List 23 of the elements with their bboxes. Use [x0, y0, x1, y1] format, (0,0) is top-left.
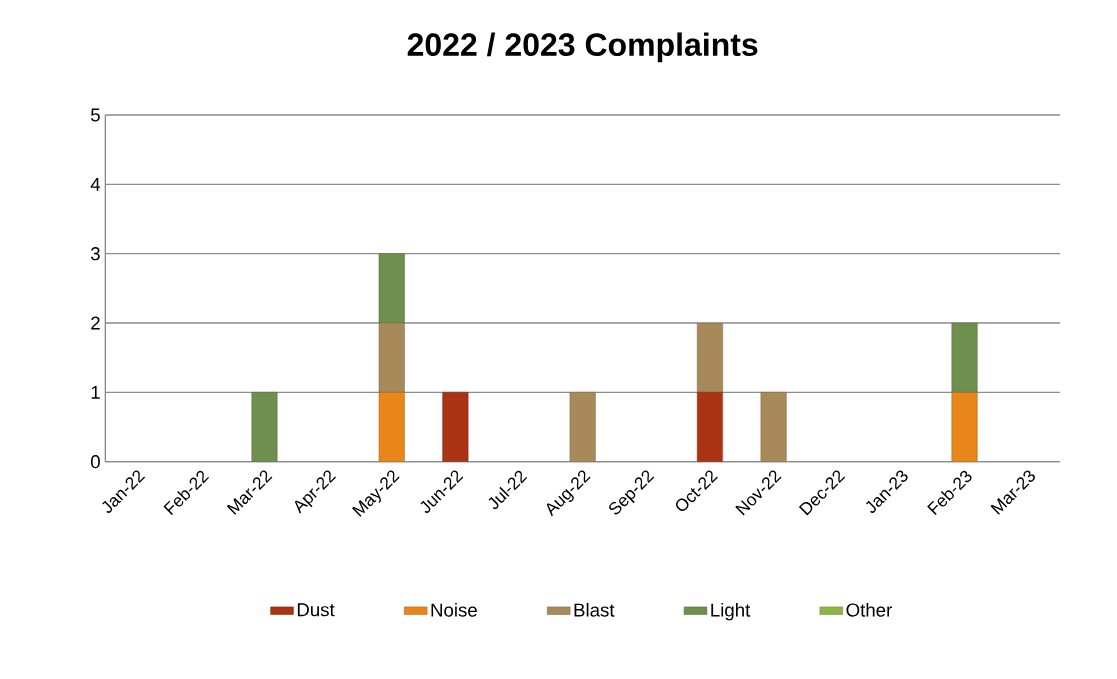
- bar: [378, 253, 405, 324]
- bar: [569, 392, 596, 462]
- legend-label: Blast: [574, 602, 615, 617]
- bar: [951, 322, 978, 393]
- y-tick-label: 0: [90, 455, 100, 469]
- bar: [696, 322, 723, 393]
- y-tick-label: 1: [91, 385, 100, 399]
- bar: [378, 322, 405, 393]
- bar: [251, 392, 278, 462]
- bar: [760, 392, 787, 462]
- legend-label: Noise: [431, 602, 477, 617]
- y-tick-label: 2: [91, 316, 100, 330]
- legend-label: Other: [846, 602, 892, 617]
- bar: [442, 392, 469, 462]
- legend-label: Dust: [297, 603, 335, 617]
- bar: [378, 392, 405, 462]
- bar: [951, 392, 978, 462]
- y-tick-label: 5: [91, 108, 100, 122]
- bar: [696, 392, 723, 462]
- y-tick-label: 4: [90, 177, 101, 191]
- legend-label: Light: [711, 602, 751, 621]
- chart-title: 2022 / 2023 Complaints: [407, 32, 758, 63]
- y-tick-label: 3: [90, 247, 100, 261]
